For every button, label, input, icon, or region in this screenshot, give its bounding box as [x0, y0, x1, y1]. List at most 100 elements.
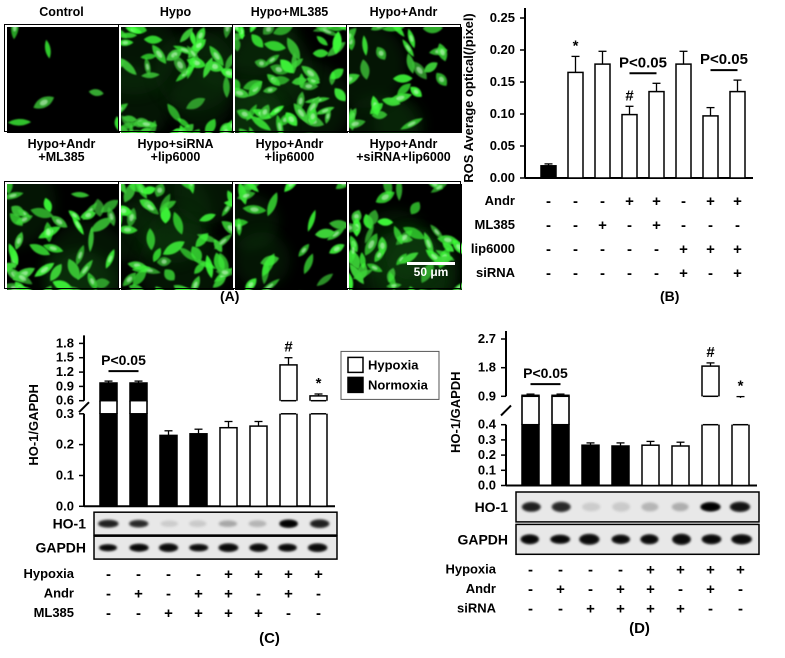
svg-text:lip6000: lip6000: [471, 241, 515, 256]
svg-text:-: -: [708, 217, 713, 234]
svg-text:-: -: [528, 600, 533, 617]
svg-text:HO-1/GAPDH: HO-1/GAPDH: [26, 384, 41, 466]
svg-text:0.2: 0.2: [56, 437, 74, 452]
svg-text:-: -: [588, 561, 593, 578]
svg-text:siRNA: siRNA: [457, 600, 497, 615]
svg-text:-: -: [136, 605, 141, 622]
svg-text:0.4: 0.4: [478, 417, 497, 432]
svg-text:-: -: [256, 586, 261, 603]
svg-text:+: +: [224, 586, 233, 603]
svg-text:+: +: [254, 605, 263, 622]
svg-text:HO-1: HO-1: [53, 516, 87, 532]
svg-text:+: +: [625, 193, 634, 210]
svg-text:-: -: [546, 193, 551, 210]
svg-text:-: -: [627, 265, 632, 282]
svg-text:-: -: [286, 605, 291, 622]
svg-text:2.7: 2.7: [478, 331, 496, 346]
svg-text:*: *: [738, 378, 744, 395]
svg-text:-: -: [708, 600, 713, 617]
svg-text:+: +: [733, 265, 742, 282]
svg-text:+: +: [652, 193, 661, 210]
svg-text:0.0: 0.0: [478, 477, 496, 492]
svg-text:-: -: [588, 581, 593, 598]
svg-text:+: +: [194, 586, 203, 603]
svg-text:-: -: [558, 600, 563, 617]
svg-text:(C): (C): [259, 630, 280, 647]
svg-text:GAPDH: GAPDH: [457, 531, 508, 547]
svg-text:-: -: [546, 241, 551, 258]
svg-text:-: -: [546, 265, 551, 282]
svg-text:+: +: [556, 581, 565, 598]
svg-text:Hypoxia: Hypoxia: [23, 566, 74, 581]
svg-text:+: +: [679, 265, 688, 282]
svg-text:ML385: ML385: [475, 217, 515, 232]
svg-text:Andr: Andr: [466, 581, 496, 596]
svg-text:1.8: 1.8: [478, 360, 496, 375]
svg-text:0.1: 0.1: [56, 467, 74, 482]
svg-text:+: +: [284, 586, 293, 603]
svg-text:-: -: [600, 265, 605, 282]
svg-text:-: -: [166, 566, 171, 583]
svg-text:0.9: 0.9: [56, 378, 74, 393]
svg-text:+: +: [224, 566, 233, 583]
svg-text:-: -: [681, 217, 686, 234]
svg-text:-: -: [738, 581, 743, 598]
svg-text:+: +: [646, 600, 655, 617]
svg-text:+: +: [706, 581, 715, 598]
svg-text:0.1: 0.1: [478, 462, 496, 477]
svg-text:-: -: [528, 581, 533, 598]
svg-text:-: -: [546, 217, 551, 234]
svg-text:Hypoxia: Hypoxia: [368, 357, 419, 372]
svg-text:0.0: 0.0: [56, 498, 74, 513]
svg-text:+: +: [616, 600, 625, 617]
svg-text:P<0.05: P<0.05: [619, 54, 667, 71]
svg-text:P<0.05: P<0.05: [101, 352, 146, 368]
svg-text:GAPDH: GAPDH: [35, 540, 86, 556]
svg-text:-: -: [558, 561, 563, 578]
svg-text:-: -: [735, 217, 740, 234]
svg-text:Hypoxia: Hypoxia: [445, 561, 496, 576]
svg-text:*: *: [316, 375, 322, 392]
svg-text:-: -: [316, 605, 321, 622]
svg-text:0.20: 0.20: [490, 42, 515, 57]
svg-text:0.3: 0.3: [56, 406, 74, 421]
svg-text:0.00: 0.00: [490, 170, 515, 185]
svg-text:+: +: [586, 600, 595, 617]
svg-text:+: +: [598, 217, 607, 234]
svg-text:HO-1/GAPDH: HO-1/GAPDH: [448, 371, 463, 453]
svg-text:0.3: 0.3: [478, 432, 496, 447]
svg-text:-: -: [627, 241, 632, 258]
svg-text:-: -: [573, 217, 578, 234]
svg-text:0.15: 0.15: [490, 74, 515, 89]
svg-text:#: #: [625, 87, 634, 104]
svg-text:-: -: [528, 561, 533, 578]
svg-text:0.2: 0.2: [478, 447, 496, 462]
svg-text:-: -: [654, 241, 659, 258]
svg-text:+: +: [164, 605, 173, 622]
svg-text:0.9: 0.9: [478, 388, 496, 403]
svg-text:(D): (D): [629, 620, 650, 637]
svg-text:ML385: ML385: [34, 605, 74, 620]
svg-text:siRNA: siRNA: [476, 265, 516, 280]
svg-text:Andr: Andr: [44, 586, 74, 601]
svg-text:+: +: [706, 561, 715, 578]
svg-text:+: +: [706, 193, 715, 210]
svg-text:*: *: [573, 37, 579, 54]
svg-text:0.05: 0.05: [490, 138, 515, 153]
svg-text:P<0.05: P<0.05: [700, 51, 748, 68]
svg-text:-: -: [600, 193, 605, 210]
svg-text:+: +: [254, 566, 263, 583]
svg-text:-: -: [600, 241, 605, 258]
svg-text:-: -: [106, 605, 111, 622]
svg-text:-: -: [573, 241, 578, 258]
svg-text:-: -: [573, 265, 578, 282]
svg-text:+: +: [676, 600, 685, 617]
svg-text:+: +: [224, 605, 233, 622]
svg-text:-: -: [106, 566, 111, 583]
svg-text:P<0.05: P<0.05: [523, 365, 568, 381]
svg-text:+: +: [652, 217, 661, 234]
svg-text:1.5: 1.5: [56, 350, 74, 365]
svg-text:+: +: [646, 561, 655, 578]
svg-text:-: -: [166, 586, 171, 603]
svg-text:+: +: [284, 566, 293, 583]
